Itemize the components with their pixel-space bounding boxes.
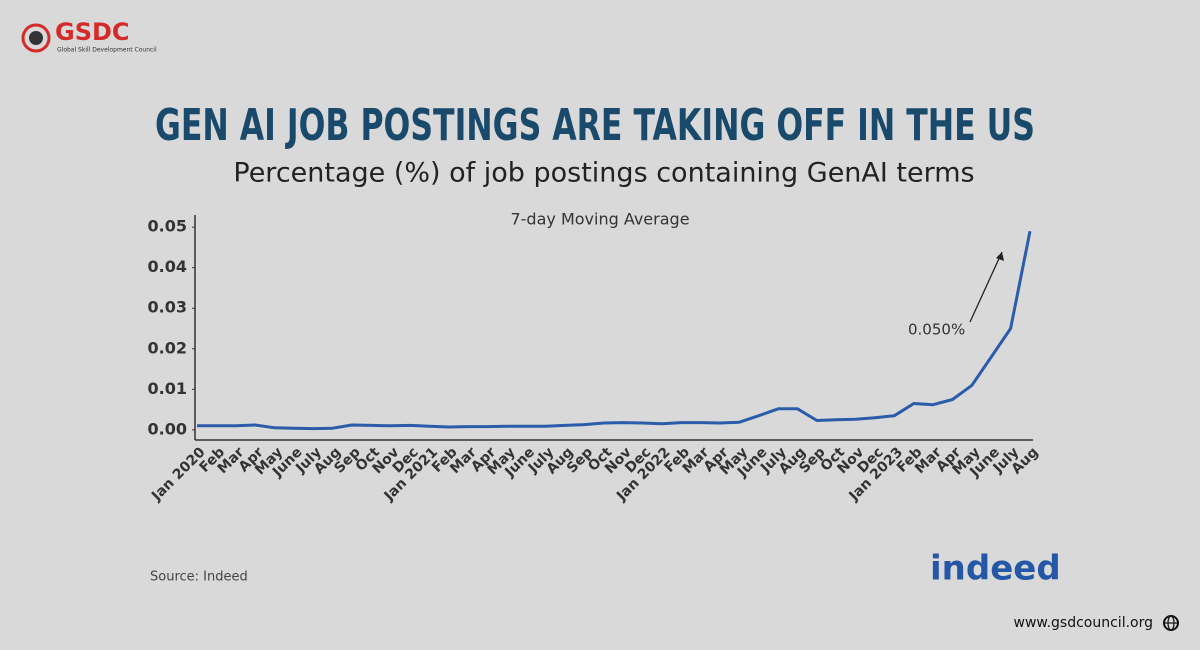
- source: Source: Indeed: [150, 570, 248, 585]
- logo-text: GSDC: [55, 18, 130, 46]
- chart-note: 7-day Moving Average: [510, 210, 689, 229]
- line: [197, 230, 1032, 431]
- annotation-arrowhead: [996, 252, 1004, 261]
- annotation-arrow: [969, 251, 1003, 323]
- logo-tagline: Global Skill Development Council: [57, 47, 157, 54]
- annotation: 0.050%: [908, 321, 965, 339]
- website: www.gsdcouncil.org: [1014, 615, 1153, 631]
- logo-icon: [21, 23, 51, 53]
- logo-icon: [29, 31, 43, 45]
- y-tick-label: 0.00: [148, 419, 187, 438]
- chart-title: GEN AI JOB POSTINGS ARE TAKING OFF IN TH…: [155, 100, 1035, 151]
- logo: GSDC Global Skill Development Council: [21, 18, 157, 54]
- globe-icon: [1163, 615, 1179, 631]
- brand-logo: indeed: [930, 549, 1061, 589]
- chart-subtitle: Percentage (%) of job postings containin…: [233, 158, 974, 189]
- y-tick-label: 0.02: [148, 338, 187, 357]
- y-tick-label: 0.01: [148, 379, 187, 398]
- y-tick-label: 0.03: [148, 298, 187, 317]
- y-tick-label: 0.05: [148, 217, 187, 236]
- y-tick-label: 0.04: [148, 257, 187, 276]
